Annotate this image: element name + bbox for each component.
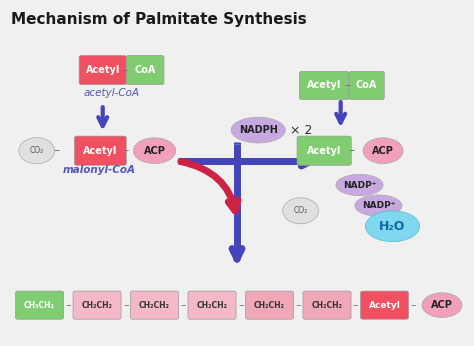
Text: CH₂CH₂: CH₂CH₂ — [82, 301, 112, 310]
Text: Acetyl: Acetyl — [83, 146, 118, 156]
FancyArrowPatch shape — [181, 162, 238, 211]
Circle shape — [283, 198, 319, 224]
Text: CO₂: CO₂ — [293, 206, 308, 215]
Text: ACP: ACP — [372, 146, 394, 156]
FancyBboxPatch shape — [246, 291, 293, 319]
Ellipse shape — [231, 117, 285, 143]
Text: Acetyl: Acetyl — [85, 65, 120, 75]
Text: –: – — [295, 300, 301, 310]
Text: –: – — [353, 300, 358, 310]
FancyBboxPatch shape — [73, 291, 121, 319]
Text: CO₂: CO₂ — [29, 146, 44, 155]
Text: NADP⁺: NADP⁺ — [343, 181, 376, 190]
Text: –: – — [123, 300, 128, 310]
Text: CH₂CH₂: CH₂CH₂ — [254, 301, 285, 310]
FancyBboxPatch shape — [300, 71, 349, 100]
Text: Mechanism of Palmitate Synthesis: Mechanism of Palmitate Synthesis — [11, 12, 307, 27]
Ellipse shape — [365, 211, 419, 242]
Ellipse shape — [422, 293, 462, 318]
Ellipse shape — [336, 174, 383, 195]
FancyBboxPatch shape — [297, 136, 351, 165]
Text: CH₂CH₂: CH₂CH₂ — [311, 301, 343, 310]
Text: –: – — [65, 300, 71, 310]
Ellipse shape — [355, 195, 402, 216]
Text: Acetyl: Acetyl — [307, 146, 341, 156]
Text: CH₃CH₂: CH₃CH₂ — [24, 301, 55, 310]
FancyBboxPatch shape — [130, 291, 179, 319]
Text: CH₂CH₂: CH₂CH₂ — [197, 301, 228, 310]
Text: acetyl-CoA: acetyl-CoA — [84, 88, 140, 98]
Text: –: – — [410, 300, 416, 310]
FancyBboxPatch shape — [188, 291, 236, 319]
FancyBboxPatch shape — [126, 55, 164, 85]
Text: –: – — [348, 144, 354, 157]
Text: CH₂CH₂: CH₂CH₂ — [139, 301, 170, 310]
FancyBboxPatch shape — [16, 291, 64, 319]
Text: × 2: × 2 — [290, 124, 312, 137]
Text: –: – — [238, 300, 244, 310]
Text: NADPH: NADPH — [239, 125, 278, 135]
Text: malonyl-CoA: malonyl-CoA — [63, 165, 136, 175]
Circle shape — [19, 138, 55, 164]
Text: ACP: ACP — [144, 146, 165, 156]
Text: Acetyl: Acetyl — [307, 81, 341, 90]
Text: –: – — [181, 300, 186, 310]
Text: ACP: ACP — [431, 300, 453, 310]
FancyBboxPatch shape — [349, 71, 384, 100]
Text: –: – — [122, 64, 128, 76]
Ellipse shape — [133, 138, 176, 164]
FancyBboxPatch shape — [360, 291, 409, 319]
Text: –: – — [54, 144, 60, 157]
Text: –: – — [123, 144, 129, 157]
FancyBboxPatch shape — [79, 55, 126, 85]
Text: CoA: CoA — [135, 65, 156, 75]
FancyBboxPatch shape — [303, 291, 351, 319]
Text: Acetyl: Acetyl — [369, 301, 401, 310]
Ellipse shape — [363, 138, 403, 164]
Text: H₂O: H₂O — [379, 220, 406, 233]
Text: CoA: CoA — [356, 81, 377, 90]
Text: –: – — [345, 79, 351, 92]
FancyBboxPatch shape — [74, 136, 126, 165]
Text: NADP⁺: NADP⁺ — [362, 201, 395, 210]
